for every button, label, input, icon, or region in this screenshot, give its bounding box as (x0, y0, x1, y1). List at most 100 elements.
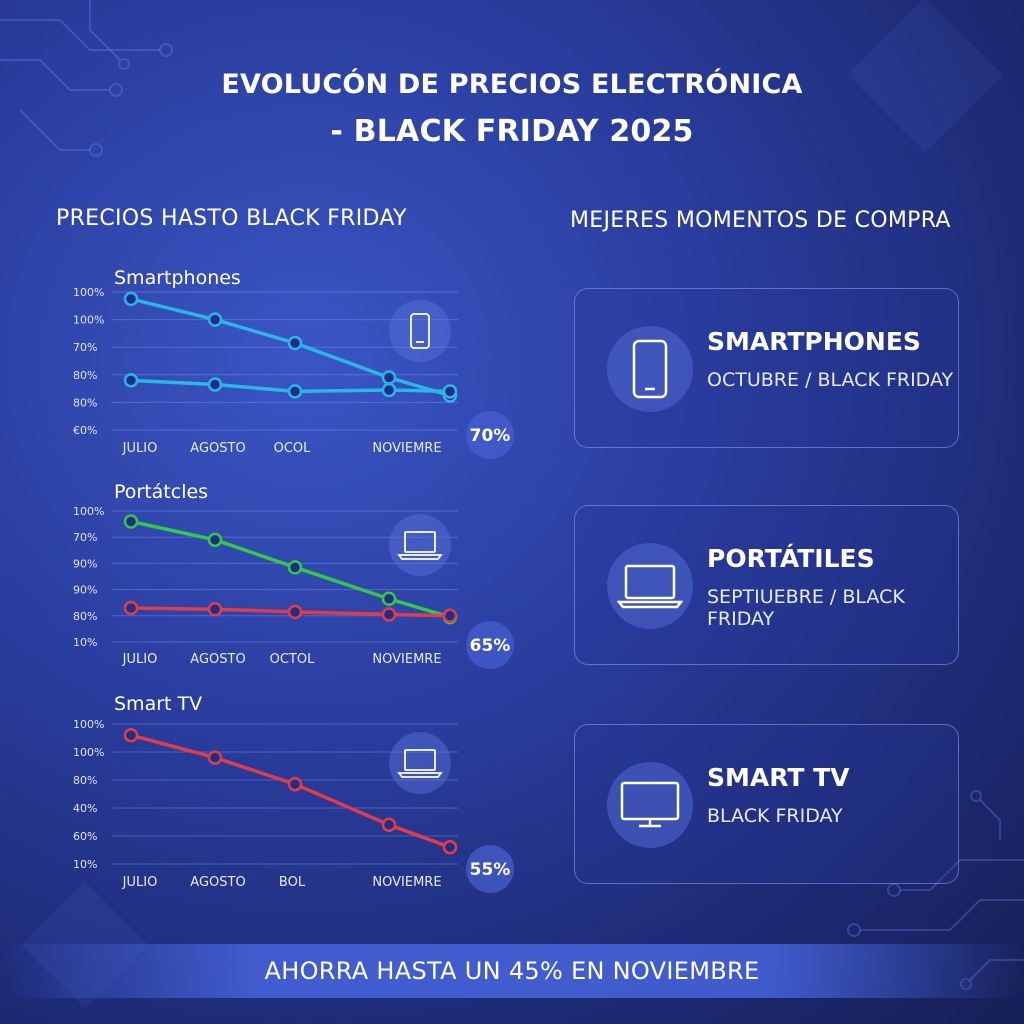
data-point (207, 750, 223, 765)
y-tick-label: 10% (73, 858, 97, 871)
percentage-badge: 70% (466, 411, 514, 459)
y-tick-label: 70% (73, 531, 97, 544)
smartphone-icon (632, 339, 668, 399)
y-tick-label: 80% (73, 369, 97, 382)
card-smartphones: SMARTPHONES OCTUBRE / BLACK FRIDAY (574, 288, 959, 448)
data-point (442, 608, 458, 624)
badge-label: 70% (470, 426, 511, 446)
icon-circle (389, 732, 451, 794)
percentage-badge: 65% (466, 621, 514, 669)
data-point (207, 312, 223, 327)
chart-title: Smartphones (114, 267, 241, 289)
laptop-icon-base (397, 772, 443, 778)
y-tick-label: €0% (73, 424, 97, 437)
y-tick-label: 10% (73, 636, 97, 649)
data-point (123, 373, 139, 388)
y-tick-label: 100% (73, 505, 104, 518)
x-tick-label: AGOSTO (190, 875, 245, 890)
y-tick-label: 100% (73, 746, 104, 759)
data-point (123, 600, 139, 616)
footer-banner: AHORRA HASTA UN 45% EN NOVIEMBRE (0, 944, 1024, 998)
data-point (287, 384, 303, 399)
y-tick-label: 80% (73, 774, 97, 787)
data-point (123, 727, 139, 743)
data-point (287, 776, 303, 792)
left-section-heading: PRECIOS HASTO BLACK FRIDAY (56, 206, 407, 231)
laptop-icon-screen (404, 531, 436, 553)
card-subtitle: SEPTIUEBRE / BLACK FRIDAY (707, 586, 905, 630)
chart-icon (389, 732, 451, 794)
title-line-2: - BLACK FRIDAY 2025 (330, 114, 694, 149)
card-icon-circle (607, 762, 693, 848)
card-portatiles: PORTÁTILES SEPTIUEBRE / BLACK FRIDAY (574, 505, 959, 665)
x-tick-label: OCTOL (270, 652, 315, 667)
data-point (123, 514, 139, 529)
y-tick-label: 90% (73, 584, 97, 597)
data-point (287, 335, 303, 351)
x-tick-label: NOVIEMRE (372, 441, 441, 456)
data-point (381, 817, 397, 833)
tv-icon (620, 781, 680, 828)
badge-label: 65% (470, 636, 511, 656)
card-subtitle: BLACK FRIDAY (707, 805, 843, 827)
x-tick-label: AGOSTO (190, 652, 245, 667)
y-tick-label: 100% (73, 286, 104, 299)
y-tick-label: 60% (73, 830, 97, 843)
y-tick-label: 80% (73, 396, 97, 409)
data-point (287, 604, 303, 620)
card-title: SMARTPHONES (707, 327, 921, 356)
x-tick-label: JULIO (122, 652, 158, 667)
y-tick-label: 90% (73, 557, 97, 570)
smartphone-icon-body (410, 313, 430, 349)
y-tick-label: 70% (73, 341, 97, 354)
data-point (207, 602, 223, 617)
x-tick-label: NOVIEMRE (372, 652, 441, 667)
chart-title: Smart TV (114, 693, 202, 715)
main-title: EVOLUCÓN DE PRECIOS ELECTRÓNICA - BLACK … (0, 66, 1024, 152)
badge-label: 55% (470, 860, 511, 880)
card-title: SMART TV (707, 763, 850, 792)
card-icon-circle (607, 543, 693, 629)
x-tick-label: NOVIEMRE (372, 875, 441, 890)
x-tick-label: JULIO (122, 441, 158, 456)
line-chart-3: Smart TV 100% 100% 80% 40% 60% 10% JULIO AGOSTO B… (73, 693, 514, 893)
data-point (442, 384, 458, 399)
y-tick-label: 100% (73, 314, 104, 327)
card-smart-tv: SMART TV BLACK FRIDAY (574, 724, 959, 884)
chart-title: Portátcles (114, 481, 208, 503)
y-tick-label: 100% (73, 718, 104, 731)
x-tick-label: JULIO (122, 875, 158, 890)
line-chart-2: Portátcles 100% 70% 90% 90% 80% 10% JULIO AGOSTO… (73, 481, 514, 669)
data-point (381, 591, 397, 607)
card-icon-circle (607, 326, 693, 412)
chart-icon (389, 300, 451, 362)
badge-circle (466, 411, 514, 459)
card-subtitle: OCTUBRE / BLACK FRIDAY (707, 369, 954, 391)
chart-icon (389, 514, 451, 576)
data-point (207, 377, 223, 392)
data-point (381, 370, 397, 385)
title-line-1: EVOLUCÓN DE PRECIOS ELECTRÓNICA (221, 69, 803, 100)
data-point (207, 532, 223, 548)
data-point (381, 607, 397, 622)
badge-circle (466, 621, 514, 669)
x-tick-label: AGOSTO (190, 441, 245, 456)
data-point (287, 560, 303, 575)
x-tick-label: OCOL (274, 441, 312, 456)
right-section-heading: MEJERES MOMENTOS DE COMPRA (570, 208, 951, 233)
x-tick-label: BOL (279, 875, 306, 890)
data-point (123, 291, 139, 307)
footer-text: AHORRA HASTA UN 45% EN NOVIEMBRE (264, 957, 760, 985)
data-point (442, 839, 458, 855)
icon-circle (389, 514, 451, 576)
laptop-icon-screen (404, 749, 436, 771)
y-tick-label: 80% (73, 610, 97, 623)
y-tick-label: 40% (73, 802, 97, 815)
icon-circle (389, 300, 451, 362)
laptop-icon (617, 564, 683, 609)
card-title: PORTÁTILES (707, 544, 875, 573)
data-point (381, 382, 397, 398)
line-chart-1: Smartphones 100% 100% 70% 80% 80% €0% JULIO AGOS… (73, 267, 514, 459)
laptop-icon-base (397, 554, 443, 560)
